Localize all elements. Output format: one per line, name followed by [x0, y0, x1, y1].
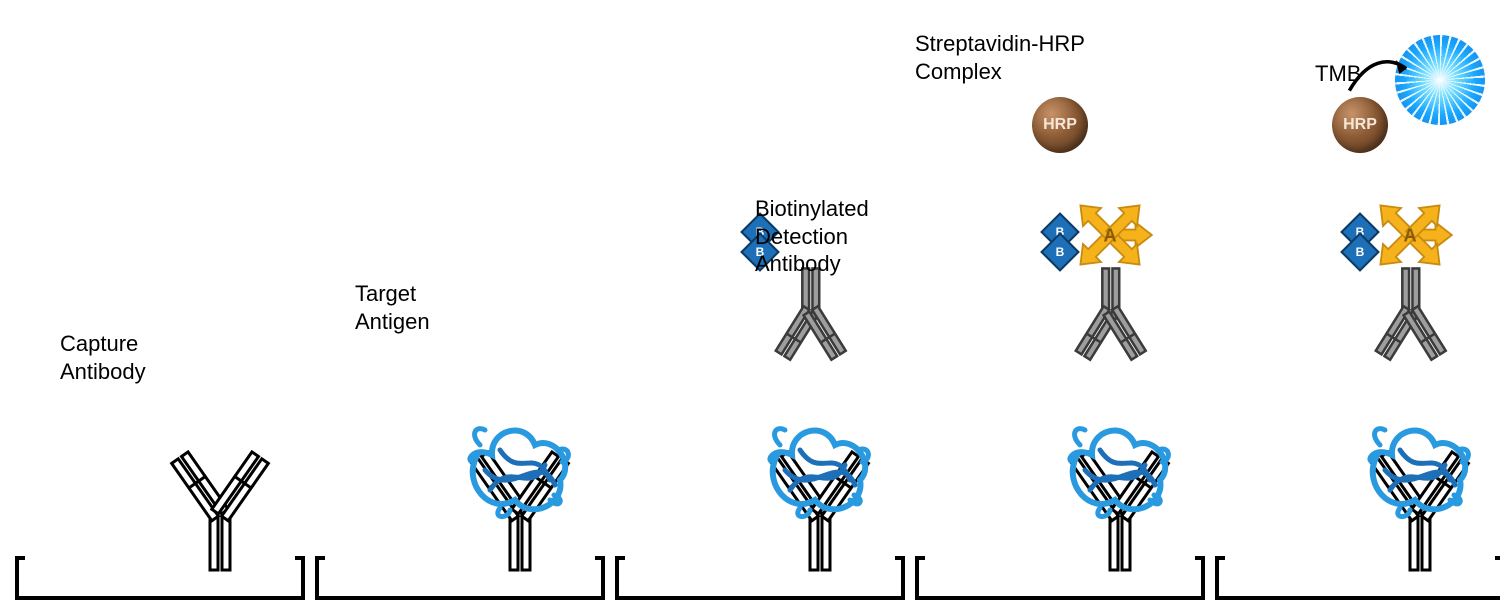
hrp-icon: HRP — [1332, 97, 1388, 153]
antigen-icon — [1000, 360, 1120, 470]
step-label: Streptavidin-HRP Complex — [915, 30, 1085, 85]
antigen-icon — [400, 360, 520, 470]
detection-antibody-icon — [1300, 260, 1420, 370]
capture-antibody-icon — [100, 440, 220, 570]
step-label: Capture Antibody — [60, 330, 146, 385]
detection-antibody-icon — [1000, 260, 1120, 370]
elisa-step-p2: Target Antigen — [315, 0, 605, 600]
step-label: Target Antigen — [355, 280, 430, 335]
elisa-step-p1: Capture Antibody — [15, 0, 305, 600]
antigen-icon — [700, 360, 820, 470]
elisa-step-p5: BBHRPTMB — [1215, 0, 1500, 600]
elisa-step-p3: BBBiotinylated Detection Antibody — [615, 0, 905, 600]
step-label: Biotinylated Detection Antibody — [755, 195, 869, 278]
hrp-icon: HRP — [1032, 97, 1088, 153]
elisa-step-p4: BBHRPStreptavidin-HRP Complex — [915, 0, 1205, 600]
step-label: TMB — [1315, 60, 1361, 88]
antigen-icon — [1300, 360, 1420, 470]
